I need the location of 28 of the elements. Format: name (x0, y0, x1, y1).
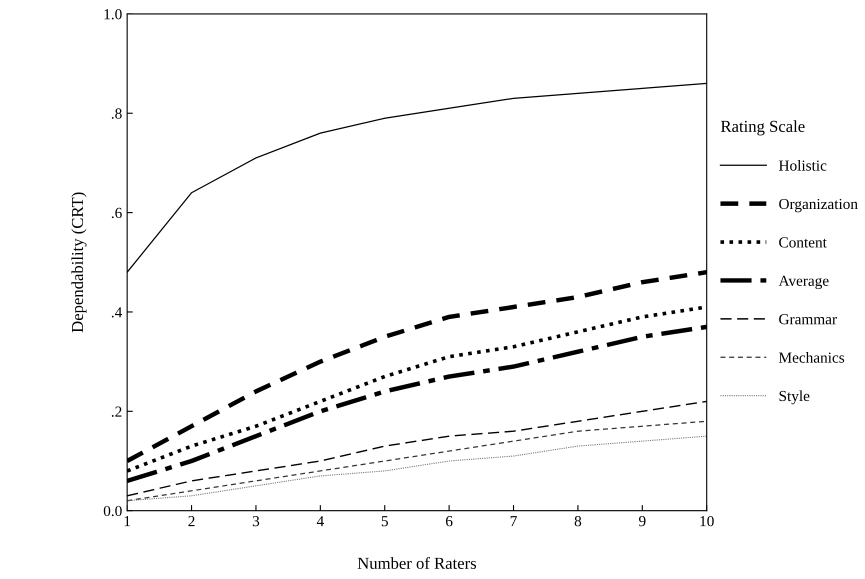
y-tick-label: 1.0 (104, 9, 122, 20)
x-tick-label: 2 (188, 516, 195, 526)
legend-label: Grammar (779, 314, 837, 324)
x-tick-label: 9 (638, 516, 646, 526)
x-tick-label: 8 (574, 516, 582, 526)
y-tick-label: .2 (112, 406, 122, 417)
x-tick-label: 1 (124, 516, 130, 526)
legend-label: Content (779, 237, 827, 248)
y-tick-label: .4 (112, 307, 122, 318)
legend-title: Rating Scale (720, 120, 805, 136)
x-tick-label: 3 (252, 516, 260, 526)
legend-label: Mechanics (778, 352, 844, 363)
legend-label: Average (778, 276, 829, 290)
line-series (127, 436, 707, 502)
legend-label: Holistic (778, 160, 826, 171)
x-tick-label: 7 (510, 516, 517, 526)
x-tick-label: 4 (316, 516, 324, 526)
y-tick-label: .8 (112, 108, 122, 119)
x-axis-title: Number of Raters (358, 557, 476, 569)
y-tick-label: .6 (112, 208, 122, 218)
line-series (127, 420, 707, 502)
x-tick-label: 5 (382, 516, 388, 526)
y-tick-label: 0.0 (104, 506, 122, 516)
legend-label: Style (780, 390, 810, 404)
y-axis-title: Dependability (CRT) (71, 192, 87, 332)
legend-label: Organization (779, 198, 858, 212)
x-tick-label: 10 (700, 516, 714, 526)
x-tick-label: 6 (446, 516, 452, 526)
